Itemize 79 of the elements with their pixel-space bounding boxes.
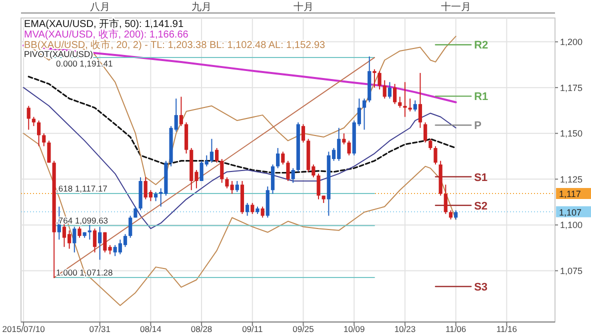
candlestick xyxy=(98,226,102,260)
candlestick xyxy=(250,202,254,214)
annotation: .618 1,117.17 xyxy=(56,183,108,194)
series-label: MVA(XAU/USD, 收市, 200): 1,166.66 xyxy=(24,28,189,40)
candlestick xyxy=(72,226,76,253)
candlestick xyxy=(235,180,239,192)
x-tick-label: 09/11 xyxy=(242,324,263,334)
candlestick xyxy=(378,70,382,90)
y-tick-label: 1,125 xyxy=(560,174,583,184)
x-tick-label: 11/06 xyxy=(446,324,466,334)
candlestick xyxy=(37,120,41,147)
text: EMA(XAU/USD, 开市, 50): 1,141.91 xyxy=(24,18,184,30)
candlestick xyxy=(342,132,346,145)
series-label: S1 xyxy=(474,172,488,184)
line-series xyxy=(23,132,456,306)
candlestick xyxy=(78,226,82,238)
y-tick-label: 1,150 xyxy=(560,128,583,139)
y-tick-label: 1,075 xyxy=(560,266,583,276)
x-tick-label: 08/14 xyxy=(140,324,162,334)
candlestick xyxy=(413,100,417,112)
candlestick xyxy=(26,105,30,130)
candlestick xyxy=(220,158,224,184)
candlestick xyxy=(260,206,264,218)
candlestick xyxy=(281,151,285,166)
candlestick xyxy=(418,72,422,128)
candlestick xyxy=(398,96,402,108)
candlestick xyxy=(393,83,397,105)
series-label: R2 xyxy=(474,40,488,52)
x-tick-label: 10/23 xyxy=(394,324,416,334)
candlestick xyxy=(403,82,407,118)
text: 十一月 xyxy=(440,1,471,13)
ref-line-label: 1,117 xyxy=(559,188,581,199)
candlestick xyxy=(88,224,92,240)
candlestick xyxy=(179,96,183,127)
candlestick xyxy=(270,164,275,194)
series-label: S3 xyxy=(474,281,488,294)
y-tick-label: 1,200 xyxy=(560,37,583,48)
candlestick xyxy=(454,210,458,220)
text: 九月 xyxy=(192,1,212,13)
candlestick xyxy=(316,173,320,200)
x-tick-label: 10/09 xyxy=(343,324,366,334)
x-tick-label: 09/25 xyxy=(292,324,314,334)
candlestick xyxy=(424,122,428,144)
series-label: P xyxy=(474,120,482,132)
candlestick xyxy=(372,68,376,88)
candlestick xyxy=(382,80,386,100)
candlestick xyxy=(47,140,51,164)
series-label: S2 xyxy=(474,200,488,212)
candlestick xyxy=(448,210,453,220)
x-tick-label: 11/16 xyxy=(496,324,518,334)
candlestick xyxy=(92,228,97,253)
x-tick-label: 08/28 xyxy=(190,324,212,334)
candlestick xyxy=(128,215,132,238)
text: 八月 xyxy=(90,2,110,13)
candlestick xyxy=(301,124,306,144)
candlestick xyxy=(291,168,295,184)
candlestick xyxy=(276,148,280,169)
x-tick-label: 07/31 xyxy=(89,324,111,334)
candlestick xyxy=(444,184,448,214)
text: 十月 xyxy=(293,1,314,13)
candlestick xyxy=(215,148,219,164)
candlestick xyxy=(434,146,438,166)
candlestick xyxy=(42,132,46,147)
candlestick xyxy=(388,82,392,100)
x-tick-label: 2015/07/10 xyxy=(2,324,46,334)
candlestick xyxy=(210,138,214,164)
series-label: R1 xyxy=(474,91,488,104)
candlestick xyxy=(154,191,158,202)
y-tick-label: 1,100 xyxy=(560,220,583,230)
candlestick xyxy=(347,140,351,156)
line-series xyxy=(23,87,456,230)
candlestick xyxy=(428,138,432,150)
candlestick xyxy=(408,98,412,112)
y-tick-label: 1,175 xyxy=(560,82,583,93)
candlestick xyxy=(32,116,36,127)
candlestick xyxy=(246,202,250,216)
candlestick xyxy=(362,98,366,130)
candlestick xyxy=(286,160,290,182)
ref-line-label: 1,107 xyxy=(559,207,582,218)
